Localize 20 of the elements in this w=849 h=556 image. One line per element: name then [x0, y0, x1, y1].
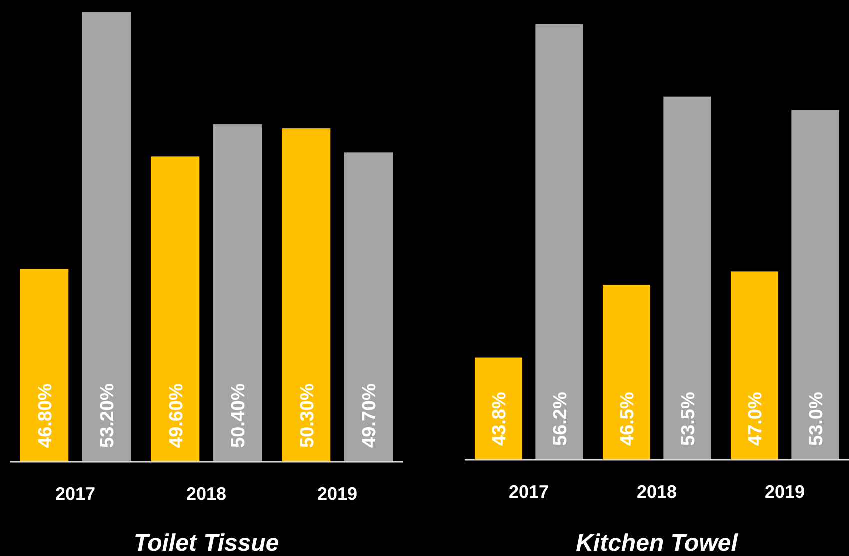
data-label: 53.20% — [98, 383, 119, 448]
text: Toilet Tissue — [134, 530, 280, 556]
x-tick-label: 2018 — [636, 482, 678, 502]
data-label: 53.5% — [678, 392, 700, 446]
data-label: 46.80% — [35, 383, 56, 448]
data-label: 47.0% — [746, 392, 767, 446]
data-label: 50.40% — [228, 383, 250, 448]
x-tick-label: 2017 — [55, 484, 96, 504]
data-label: 53.0% — [806, 392, 828, 446]
data-label: 49.70% — [360, 383, 381, 448]
data-label: 43.8% — [490, 392, 511, 446]
data-label: 50.30% — [297, 383, 318, 448]
x-tick-label: 2019 — [764, 482, 806, 502]
x-tick-label: 2017 — [508, 482, 550, 502]
data-label: 46.5% — [618, 392, 639, 446]
x-tick-label: 2019 — [317, 484, 358, 504]
data-label: 56.2% — [550, 392, 572, 446]
text: Kitchen Towel — [576, 530, 740, 556]
x-tick-label: 2018 — [186, 484, 227, 504]
data-label: 49.60% — [166, 383, 188, 448]
